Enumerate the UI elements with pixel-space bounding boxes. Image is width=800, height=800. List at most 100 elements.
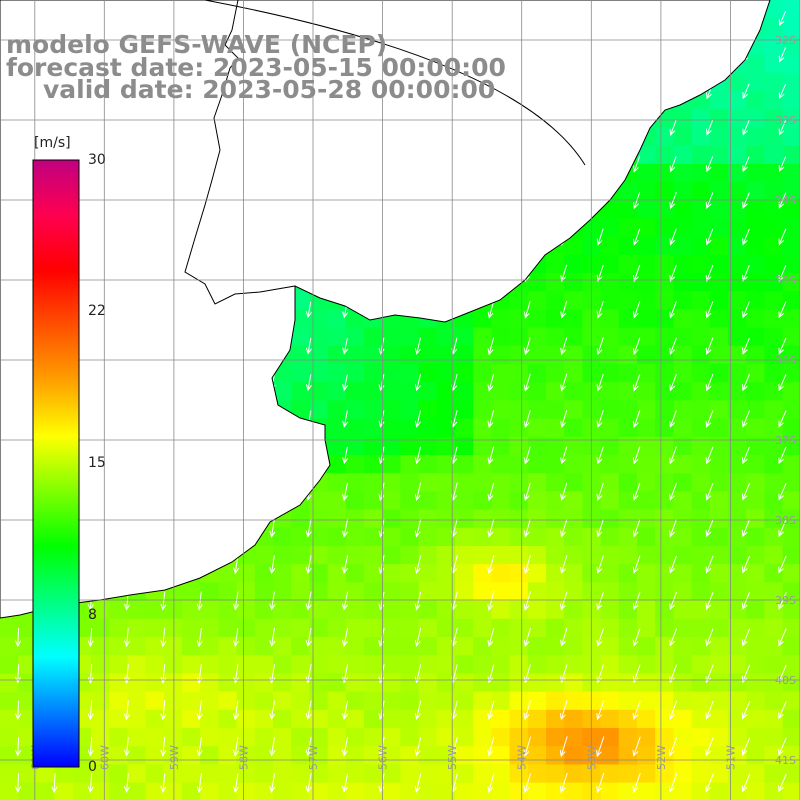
speed-cell [673,127,693,147]
speed-cell [236,673,256,693]
speed-cell [691,527,711,547]
speed-cell [782,236,800,256]
wind-arrow [232,773,240,794]
speed-cell [254,764,274,784]
speed-cell [400,709,420,729]
speed-cell [327,400,347,420]
speed-cell [527,400,547,420]
speed-cell [728,728,747,747]
wind-arrow [741,737,751,756]
speed-cell [509,400,529,420]
speed-cell [582,728,602,747]
speed-cell [546,364,565,383]
wind-arrow [14,773,22,794]
speed-cell [418,455,438,474]
speed-cell [418,400,438,420]
speed-cell [236,691,256,711]
speed-cell [764,491,784,511]
speed-cell [564,436,583,456]
speed-cell [764,509,784,529]
speed-cell [364,673,383,693]
speed-cell [746,345,765,365]
speed-cell [709,145,729,165]
speed-cell [564,564,583,583]
speed-cell [527,637,547,656]
speed-cell [163,618,183,638]
speed-cell [600,637,620,656]
speed-cell [527,345,547,365]
speed-cell [0,691,19,711]
wind-arrow [778,483,787,501]
wind-arrow [596,446,604,465]
wind-arrow [269,700,276,721]
speed-cell [782,400,800,420]
speed-cell [436,564,456,583]
wind-arrow [342,337,349,355]
speed-cell [637,546,656,565]
speed-cell [436,327,456,347]
speed-cell [327,691,347,711]
speed-cell [655,764,674,784]
speed-cell [746,673,765,693]
speed-cell [691,764,711,784]
speed-cell [345,746,365,765]
speed-cell [291,364,310,383]
speed-cell [655,546,674,565]
speed-cell [782,109,800,128]
wind-arrow [196,736,203,757]
speed-cell [564,709,583,729]
speed-cell [345,527,365,547]
speed-cell [254,600,274,620]
speed-cell [273,382,292,401]
speed-cell [182,709,201,729]
speed-cell [691,691,711,711]
speed-cell [163,673,183,693]
speed-cell [600,254,620,274]
speed-cell [400,673,420,693]
speed-cell [236,782,256,800]
wind-arrow [741,628,751,647]
speed-cell [491,436,511,456]
speed-cell [382,455,401,474]
wind-arrow [523,301,531,319]
speed-cell [473,673,492,693]
speed-cell [473,364,492,383]
speed-cell [382,473,401,492]
speed-cell [18,764,37,784]
speed-cell [200,673,219,693]
speed-cell [691,436,711,456]
speed-cell [91,691,110,711]
speed-cell [72,782,92,800]
speed-cell [291,600,310,620]
speed-cell [18,728,37,747]
speed-cell [655,455,674,474]
speed-cell [291,527,310,547]
speed-cell [527,527,547,547]
speed-cell [709,655,729,674]
speed-cell [691,564,711,583]
speed-cell [782,582,800,602]
speed-cell [91,709,110,729]
speed-cell [145,728,165,747]
speed-cell [182,582,201,602]
wind-arrow [560,264,568,283]
colorbar-tick-30: 30 [88,152,106,168]
wind-arrow [269,591,276,611]
speed-cell [455,473,474,492]
wind-arrow [778,228,787,246]
speed-cell [618,309,638,329]
speed-cell [273,764,292,784]
speed-cell [691,254,711,274]
speed-cell [691,163,711,183]
wind-arrow [778,773,787,793]
wind-arrow [487,664,495,684]
wind-arrow [669,264,677,283]
speed-cell [491,691,511,711]
speed-cell [764,473,784,492]
speed-cell [182,600,201,620]
speed-cell [418,436,438,456]
speed-cell [491,582,511,602]
speed-cell [728,72,747,92]
speed-cell [364,546,383,565]
speed-cell [582,491,602,511]
